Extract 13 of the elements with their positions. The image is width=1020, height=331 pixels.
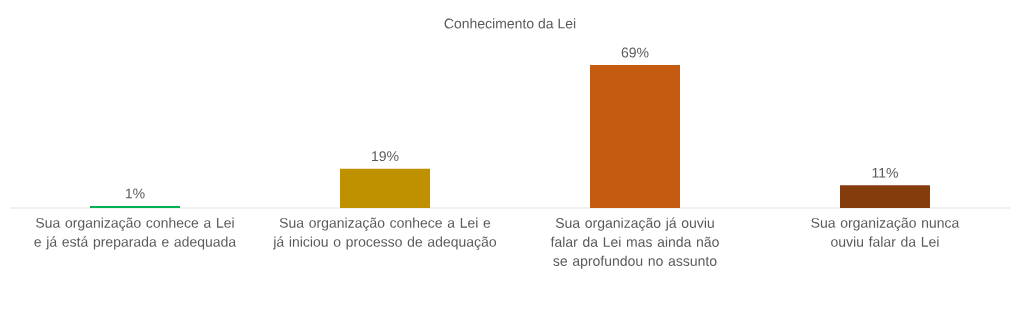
data-label: 11% [872, 167, 898, 178]
x-tick-label: Sua organização conhece a Lei e já iniciou o processo de adequação [272, 217, 497, 250]
data-label: 69% [621, 47, 649, 58]
x-tick-label: Sua organização conhece a Lei e já está preparada e adequada [34, 217, 237, 250]
chart-title: Conhecimento da Lei [444, 18, 576, 29]
bar [839, 185, 930, 208]
bar [589, 65, 680, 208]
bar [90, 205, 180, 208]
bar [340, 168, 430, 208]
data-label: 19% [372, 151, 399, 162]
x-tick-label: Sua organização nunca ouviu falar da Lei [811, 217, 960, 247]
x-tick-label: Sua organização já ouviu falar da Lei mas ainda não se aprofundou no assunto [550, 217, 719, 269]
data-label: 1% [125, 188, 145, 199]
